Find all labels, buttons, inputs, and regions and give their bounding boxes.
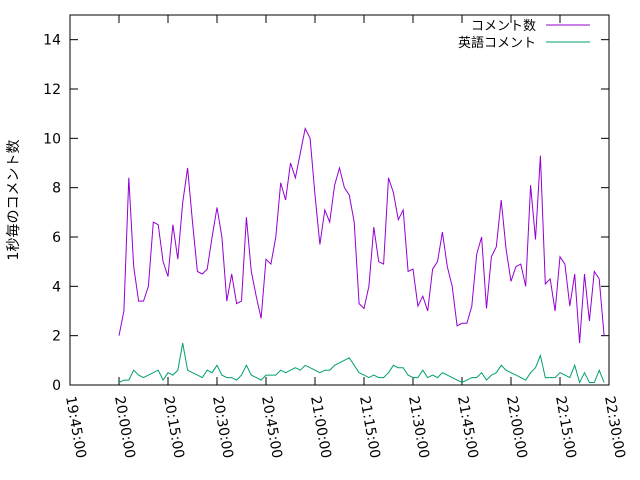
- x-tick-label: 20:45:00: [258, 395, 285, 460]
- y-tick-label: 4: [52, 279, 61, 295]
- y-tick-label: 12: [43, 82, 61, 98]
- y-axis: 0 2 4 6 8 10 12 14: [43, 33, 609, 394]
- y-tick-label: 14: [43, 33, 61, 49]
- series-group: [118, 126, 605, 384]
- y-tick-label: 8: [52, 181, 61, 197]
- x-tick-label: 22:00:00: [503, 395, 530, 460]
- y-tick-label: 0: [52, 378, 61, 394]
- x-tick-label: 20:15:00: [160, 395, 187, 460]
- x-axis: 19:45:00 20:00:00 20:15:00 20:30:00 20:45:00…: [62, 15, 628, 460]
- x-tick-label: 21:15:00: [356, 395, 383, 460]
- x-tick-label: 21:00:00: [307, 395, 334, 460]
- x-tick-label: 22:30:00: [601, 395, 628, 460]
- x-tick-label: 22:15:00: [552, 395, 579, 460]
- x-tick-label: 20:00:00: [111, 395, 138, 460]
- plot-border: [69, 14, 610, 386]
- x-tick-label: 20:30:00: [209, 395, 236, 460]
- x-tick-label: 21:45:00: [454, 395, 481, 460]
- x-tick-label: 21:30:00: [405, 395, 432, 460]
- y-tick-label: 6: [52, 230, 61, 246]
- series-line-1: [118, 343, 605, 384]
- legend-label: 英語コメント: [458, 35, 536, 51]
- x-tick-label: 19:45:00: [62, 395, 89, 460]
- legend-label: コメント数: [471, 19, 536, 34]
- plot-frame: [69, 14, 610, 386]
- y-tick-label: 10: [43, 131, 61, 147]
- y-tick-label: 2: [52, 329, 61, 345]
- y-axis-label: 1秒毎のコメント数: [6, 140, 22, 261]
- series-line-0: [118, 126, 605, 344]
